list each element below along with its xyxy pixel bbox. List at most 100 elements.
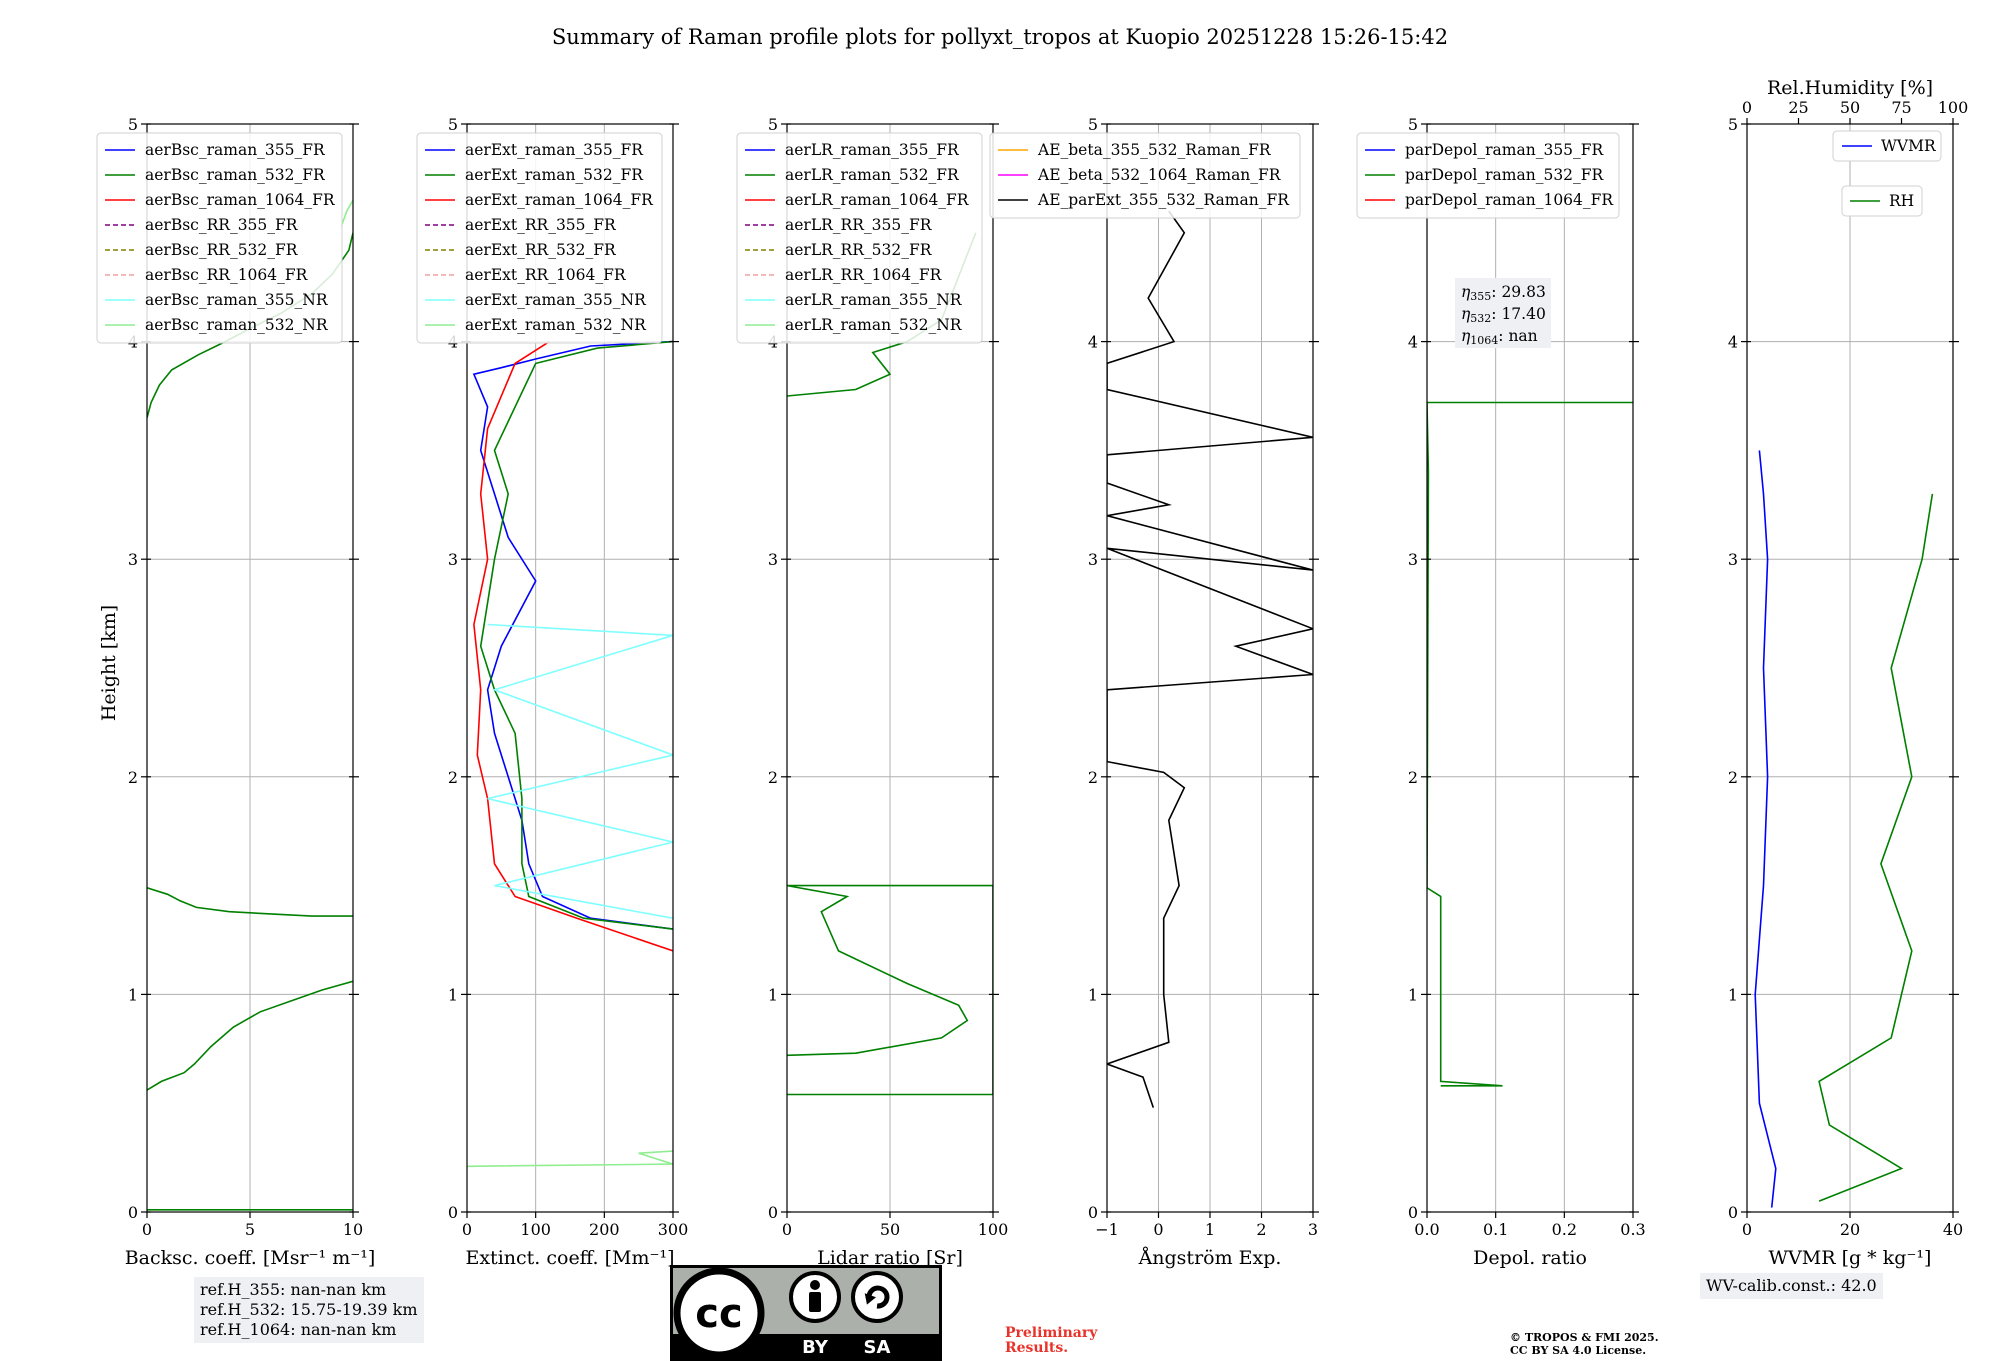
lr-xtick-label: 50 (880, 1220, 900, 1239)
bsc-xtick-label: 0 (142, 1220, 152, 1239)
bsc-ytick-label: 1 (128, 985, 138, 1004)
bsc-legend-label: aerBsc_RR_1064_FR (145, 266, 309, 284)
depol-series-0 (1427, 401, 1633, 1087)
ext-legend: aerExt_raman_355_FR aerExt_raman_532_FRae… (416, 132, 663, 344)
ae-ytick-label: 2 (1088, 768, 1098, 787)
ext-xtick-label: 0 (462, 1220, 472, 1239)
preliminary-note: Preliminary Results. (1005, 1326, 1097, 1356)
panel-ext: 0100200300012345Extinct. coeff. [Mm⁻¹]ae… (416, 115, 688, 1269)
wv-legend-wvmr-label: WVMR (1881, 137, 1937, 155)
lr-xtick-label: 0 (782, 1220, 792, 1239)
ext-series-2 (473, 340, 673, 952)
bsc-ytick-label: 5 (128, 115, 138, 134)
wv-calib-text: WV-calib.const.: 42.0 (1706, 1276, 1877, 1295)
ext-xlabel: Extinct. coeff. [Mm⁻¹] (465, 1247, 674, 1269)
lr-ytick-label: 0 (768, 1203, 778, 1222)
bsc-legend-label: aerBsc_RR_355_FR (145, 216, 299, 234)
depol-legend-label: parDepol_raman_355_FR (1405, 141, 1605, 159)
ae-ytick-label: 1 (1088, 985, 1098, 1004)
bsc-legend: aerBsc_raman_355_FR aerBsc_raman_532_FRae… (96, 132, 343, 344)
ae-legend-label: AE_parExt_355_532_Raman_FR (1037, 191, 1290, 209)
depol-eta-532: η532: 17.40 (1461, 305, 1546, 325)
ext-legend-box (416, 132, 663, 344)
ext-ytick-label: 2 (448, 768, 458, 787)
depol-xtick-label: 0.2 (1552, 1220, 1577, 1239)
bsc-xtick-label: 10 (343, 1220, 363, 1239)
depol-legend-label: parDepol_raman_532_FR (1405, 166, 1605, 184)
eta-subscript: 532 (1470, 312, 1491, 325)
attribution-body (809, 1292, 821, 1312)
ae-xlabel: Ångström Exp. (1138, 1247, 1282, 1269)
panel-depol: 0.0 0.1 0.2 0.3 0 1 2 3 4 5 Depol. ratio parDepol_r… (1356, 115, 1646, 1269)
ext-legend-label: aerExt_RR_355_FR (465, 216, 617, 234)
eta-subscript: 355 (1470, 290, 1491, 303)
wv-legend-rh-label: RH (1889, 192, 1914, 210)
eta-subscript: 1064 (1470, 334, 1498, 347)
y-axis-label: Height [km] (98, 605, 120, 721)
panel-wv: 0 20 40 0 1 2 3 4 5 WVMR [g * kg⁻¹] 0 25 50 75 100 Rel.… (1728, 77, 1968, 1269)
bsc-legend-label: aerBsc_raman_532_FR (145, 166, 326, 184)
lr-legend-label: aerLR_RR_1064_FR (785, 266, 943, 284)
wv-ytick-label: 1 (1728, 985, 1738, 1004)
ext-xtick-label: 200 (589, 1220, 620, 1239)
wv-legend-wvmr-box (1832, 130, 1942, 162)
ae-ytick-label: 4 (1088, 333, 1098, 352)
bsc-ytick-label: 0 (128, 1203, 138, 1222)
panel-lr: 050100012345Lidar ratio [Sr]aerLR_raman_… (736, 115, 1008, 1269)
share-alike-arrowhead (864, 1293, 877, 1305)
wv-top-tick-label: 100 (1938, 98, 1969, 117)
bsc-series-1 (147, 887, 353, 917)
depol-xtick-label: 0.3 (1620, 1220, 1645, 1239)
bsc-legend-label: aerBsc_raman_1064_FR (145, 191, 336, 209)
lr-ytick-label: 2 (768, 768, 778, 787)
ref-h-1064: ref.H_1064: nan-nan km (200, 1320, 397, 1339)
lr-legend-label: aerLR_raman_355_FR (785, 141, 960, 159)
wv-top-tick-label: 0 (1742, 98, 1752, 117)
copyright-line-2: CC BY SA 4.0 License. (1510, 1344, 1647, 1357)
wv-series-1 (1818, 493, 1934, 1202)
wv-ytick-label: 0 (1728, 1203, 1738, 1222)
ext-ytick-label: 3 (448, 550, 458, 569)
wv-series-0 (1754, 450, 1777, 1208)
depol-eta-355: η355: 29.83 (1461, 283, 1546, 303)
wv-legend-wvmr: WVMR (1832, 130, 1942, 162)
bsc-xtick-label: 5 (245, 1220, 255, 1239)
ext-xtick-label: 100 (520, 1220, 551, 1239)
cc-by-label: BY (802, 1337, 829, 1358)
wv-xtick-label: 40 (1943, 1220, 1963, 1239)
depol-series-group (1427, 401, 1633, 1087)
bsc-xlabel: Backsc. coeff. [Msr⁻¹ m⁻¹] (125, 1247, 376, 1269)
bsc-series-2 (147, 980, 353, 1091)
ae-ytick-label: 5 (1088, 115, 1098, 134)
ext-legend-label: aerExt_RR_532_FR (465, 241, 617, 259)
ext-ytick-label: 5 (448, 115, 458, 134)
ext-series-0 (472, 340, 673, 930)
ae-xtick-label: −1 (1095, 1220, 1119, 1239)
ae-legend-box (989, 132, 1301, 219)
depol-ytick-label: 5 (1408, 115, 1418, 134)
ae-legend-label: AE_beta_532_1064_Raman_FR (1037, 166, 1282, 184)
depol-ytick-label: 4 (1408, 333, 1418, 352)
ext-legend-label: aerExt_raman_355_FR (465, 141, 644, 159)
depol-ytick-label: 1 (1408, 985, 1418, 1004)
wv-ytick-label: 5 (1728, 115, 1738, 134)
depol-ytick-label: 2 (1408, 768, 1418, 787)
wv-xtick-label: 20 (1840, 1220, 1860, 1239)
lr-legend-label: aerLR_raman_532_FR (785, 166, 960, 184)
panels: 0510012345Backsc. coeff. [Msr⁻¹ m⁻¹]aerB… (96, 77, 1968, 1269)
wv-ytick-label: 2 (1728, 768, 1738, 787)
bsc-legend-box (96, 132, 343, 344)
attribution-head (810, 1280, 820, 1290)
eta-value: : nan (1498, 327, 1537, 345)
lr-ytick-label: 5 (768, 115, 778, 134)
wv-xtick-label: 0 (1742, 1220, 1752, 1239)
ae-xtick-label: 2 (1256, 1220, 1266, 1239)
bsc-legend-label: aerBsc_raman_532_NR (145, 316, 329, 334)
eta-value: : 17.40 (1491, 305, 1546, 323)
ext-series-4 (467, 1150, 673, 1168)
preliminary-line-2: Results. (1005, 1340, 1069, 1356)
lr-legend: aerLR_raman_355_FR aerLR_raman_532_FR aerL… (736, 132, 983, 344)
ae-series-group (1107, 210, 1313, 1108)
ext-axes-frame (466, 123, 674, 1213)
